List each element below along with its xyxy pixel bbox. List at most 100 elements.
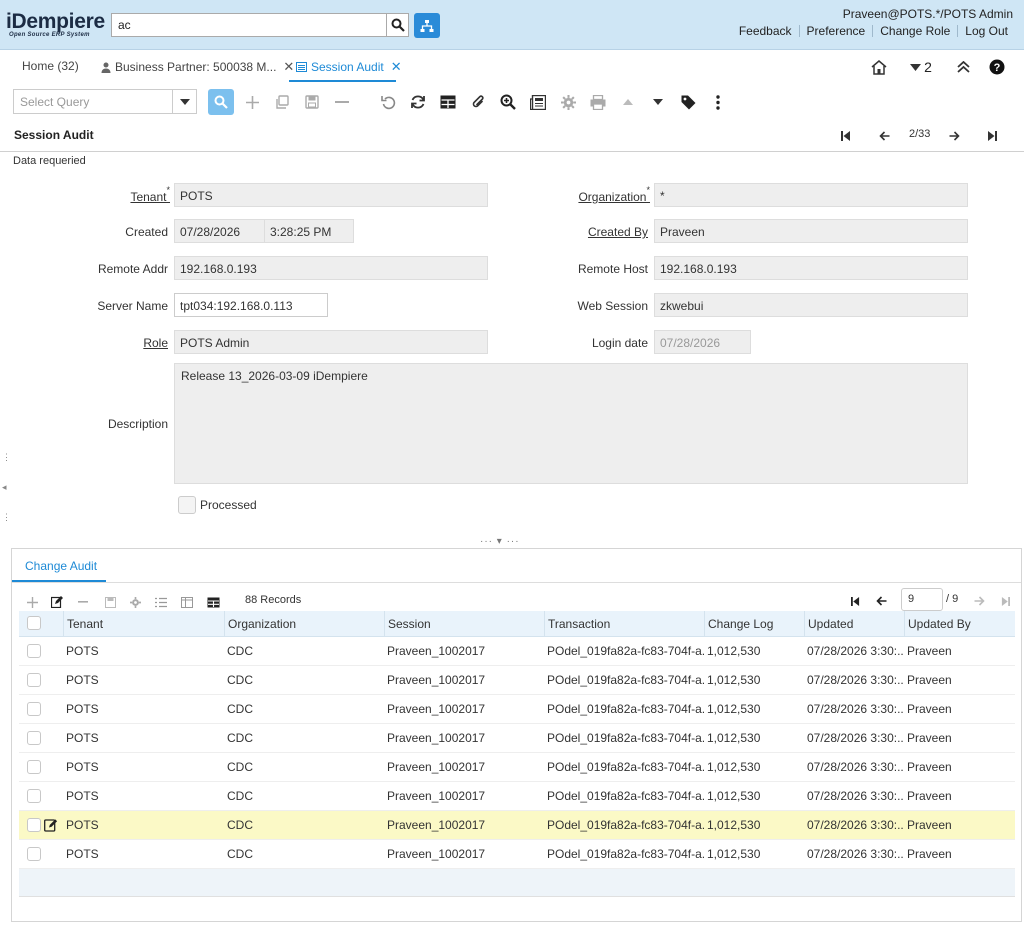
cell-tenant[interactable]: POTS: [66, 673, 99, 687]
column-header-tenant[interactable]: Tenant: [63, 611, 224, 636]
cell-change-log[interactable]: 1,012,530: [707, 818, 761, 832]
splitter-handle[interactable]: ··· ▾ ···: [480, 536, 520, 547]
logout-link[interactable]: Log Out: [957, 25, 1015, 37]
created-time-field[interactable]: 3:28:25 PM: [264, 219, 354, 243]
cell-session[interactable]: Praveen_1002017: [387, 818, 486, 832]
cell-updated[interactable]: 07/28/2026 3:30:...: [807, 760, 904, 774]
table-row[interactable]: POTS CDC Praveen_1002017 POdel_019fa82a-fc8…: [19, 840, 1015, 869]
attachment-button[interactable]: [465, 89, 491, 115]
cell-change-log[interactable]: 1,012,530: [707, 760, 761, 774]
edit-icon[interactable]: [44, 818, 58, 835]
role-label[interactable]: Role: [143, 336, 168, 350]
cell-updated[interactable]: 07/28/2026 3:30:...: [807, 789, 904, 803]
undo-button[interactable]: [375, 89, 401, 115]
new-record-button[interactable]: [239, 89, 265, 115]
cell-organization[interactable]: CDC: [227, 731, 253, 745]
cell-transaction[interactable]: POdel_019fa82a-fc83-704f-a...: [547, 847, 704, 861]
cell-transaction[interactable]: POdel_019fa82a-fc83-704f-a...: [547, 673, 704, 687]
cell-tenant[interactable]: POTS: [66, 818, 99, 832]
table-row[interactable]: POTS CDC Praveen_1002017 POdel_019fa82a-fc8…: [19, 753, 1015, 782]
server-name-field[interactable]: tpt034:192.168.0.113: [174, 293, 328, 317]
cell-updated[interactable]: 07/28/2026 3:30:...: [807, 847, 904, 861]
feedback-link[interactable]: Feedback: [738, 24, 792, 38]
prev-record-nav-button[interactable]: [875, 128, 893, 144]
next-record-nav-button[interactable]: [945, 128, 963, 144]
cell-change-log[interactable]: 1,012,530: [707, 644, 761, 658]
row-checkbox[interactable]: [27, 760, 41, 774]
cell-session[interactable]: Praveen_1002017: [387, 731, 486, 745]
tenant-label[interactable]: Tenant*: [130, 185, 170, 204]
next-page-button[interactable]: [972, 594, 986, 608]
resize-handle[interactable]: ⋮: [2, 512, 11, 522]
page-number-input[interactable]: 9: [901, 588, 943, 611]
process-button[interactable]: [555, 89, 581, 115]
remote-addr-field[interactable]: 192.168.0.193: [174, 256, 488, 280]
detail-save-button[interactable]: [103, 596, 117, 608]
cell-updated-by[interactable]: Praveen: [907, 673, 952, 687]
chevron-down-icon[interactable]: [172, 90, 196, 113]
cell-organization[interactable]: CDC: [227, 702, 253, 716]
cell-updated-by[interactable]: Praveen: [907, 644, 952, 658]
cell-change-log[interactable]: 1,012,530: [707, 702, 761, 716]
table-row[interactable]: POTS CDC Praveen_1002017 POdel_019fa82a-fc8…: [19, 811, 1015, 840]
refresh-button[interactable]: [405, 89, 431, 115]
table-row[interactable]: POTS CDC Praveen_1002017 POdel_019fa82a-fc8…: [19, 724, 1015, 753]
cell-transaction[interactable]: POdel_019fa82a-fc83-704f-a...: [547, 644, 704, 658]
cell-tenant[interactable]: POTS: [66, 847, 99, 861]
cell-change-log[interactable]: 1,012,530: [707, 673, 761, 687]
login-date-field[interactable]: 07/28/2026: [654, 330, 751, 354]
search-icon[interactable]: [387, 13, 409, 37]
detail-delete-button[interactable]: [76, 596, 90, 608]
select-all-checkbox[interactable]: [27, 616, 41, 630]
cell-transaction[interactable]: POdel_019fa82a-fc83-704f-a...: [547, 760, 704, 774]
processed-checkbox[interactable]: [178, 496, 196, 514]
collapse-left-icon[interactable]: ◂: [2, 482, 7, 492]
find-button[interactable]: [208, 89, 234, 115]
cell-updated-by[interactable]: Praveen: [907, 731, 952, 745]
cell-session[interactable]: Praveen_1002017: [387, 702, 486, 716]
tab-home[interactable]: Home (32): [22, 59, 79, 73]
cell-updated[interactable]: 07/28/2026 3:30:...: [807, 818, 904, 832]
cell-updated[interactable]: 07/28/2026 3:30:...: [807, 673, 904, 687]
cell-updated[interactable]: 07/28/2026 3:30:...: [807, 702, 904, 716]
cell-session[interactable]: Praveen_1002017: [387, 644, 486, 658]
tenant-field[interactable]: POTS: [174, 183, 488, 207]
prev-page-button[interactable]: [874, 594, 888, 608]
cell-transaction[interactable]: POdel_019fa82a-fc83-704f-a...: [547, 702, 704, 716]
copy-record-button[interactable]: [269, 89, 295, 115]
zoom-across-button[interactable]: [495, 89, 521, 115]
close-icon[interactable]: ✕: [283, 59, 295, 74]
column-header-organization[interactable]: Organization: [224, 611, 384, 636]
organization-label[interactable]: Organization*: [578, 185, 650, 204]
created-by-field[interactable]: Praveen: [654, 219, 968, 243]
cell-updated-by[interactable]: Praveen: [907, 702, 952, 716]
select-query-combobox[interactable]: Select Query: [13, 89, 197, 114]
cell-organization[interactable]: CDC: [227, 818, 253, 832]
table-row[interactable]: POTS CDC Praveen_1002017 POdel_019fa82a-fc8…: [19, 637, 1015, 666]
tag-button[interactable]: [675, 89, 701, 115]
cell-organization[interactable]: CDC: [227, 789, 253, 803]
detail-checklist-button[interactable]: [154, 596, 168, 608]
cell-updated-by[interactable]: Praveen: [907, 760, 952, 774]
change-role-link[interactable]: Change Role: [872, 25, 957, 37]
detail-edit-button[interactable]: [50, 596, 64, 608]
tab-change-audit[interactable]: Change Audit: [25, 559, 98, 573]
tab-session-audit[interactable]: Session Audit ✕: [296, 59, 402, 75]
cell-updated-by[interactable]: Praveen: [907, 789, 952, 803]
tab-business-partner[interactable]: Business Partner: 500038 M... ✕: [101, 59, 294, 75]
cell-updated-by[interactable]: Praveen: [907, 818, 952, 832]
cell-change-log[interactable]: 1,012,530: [707, 731, 761, 745]
global-search-input[interactable]: ac: [111, 13, 387, 37]
cell-transaction[interactable]: POdel_019fa82a-fc83-704f-a...: [547, 731, 704, 745]
cell-session[interactable]: Praveen_1002017: [387, 760, 486, 774]
collapse-icon[interactable]: [953, 57, 973, 77]
first-record-button[interactable]: [837, 128, 855, 144]
detail-grid-view-button[interactable]: [206, 596, 220, 608]
toggle-grid-button[interactable]: [435, 89, 461, 115]
cell-organization[interactable]: CDC: [227, 847, 253, 861]
cell-change-log[interactable]: 1,012,530: [707, 789, 761, 803]
cell-updated[interactable]: 07/28/2026 3:30:...: [807, 644, 904, 658]
help-icon[interactable]: ?: [988, 57, 1006, 77]
web-session-field[interactable]: zkwebui: [654, 293, 968, 317]
first-page-button[interactable]: [848, 594, 862, 608]
